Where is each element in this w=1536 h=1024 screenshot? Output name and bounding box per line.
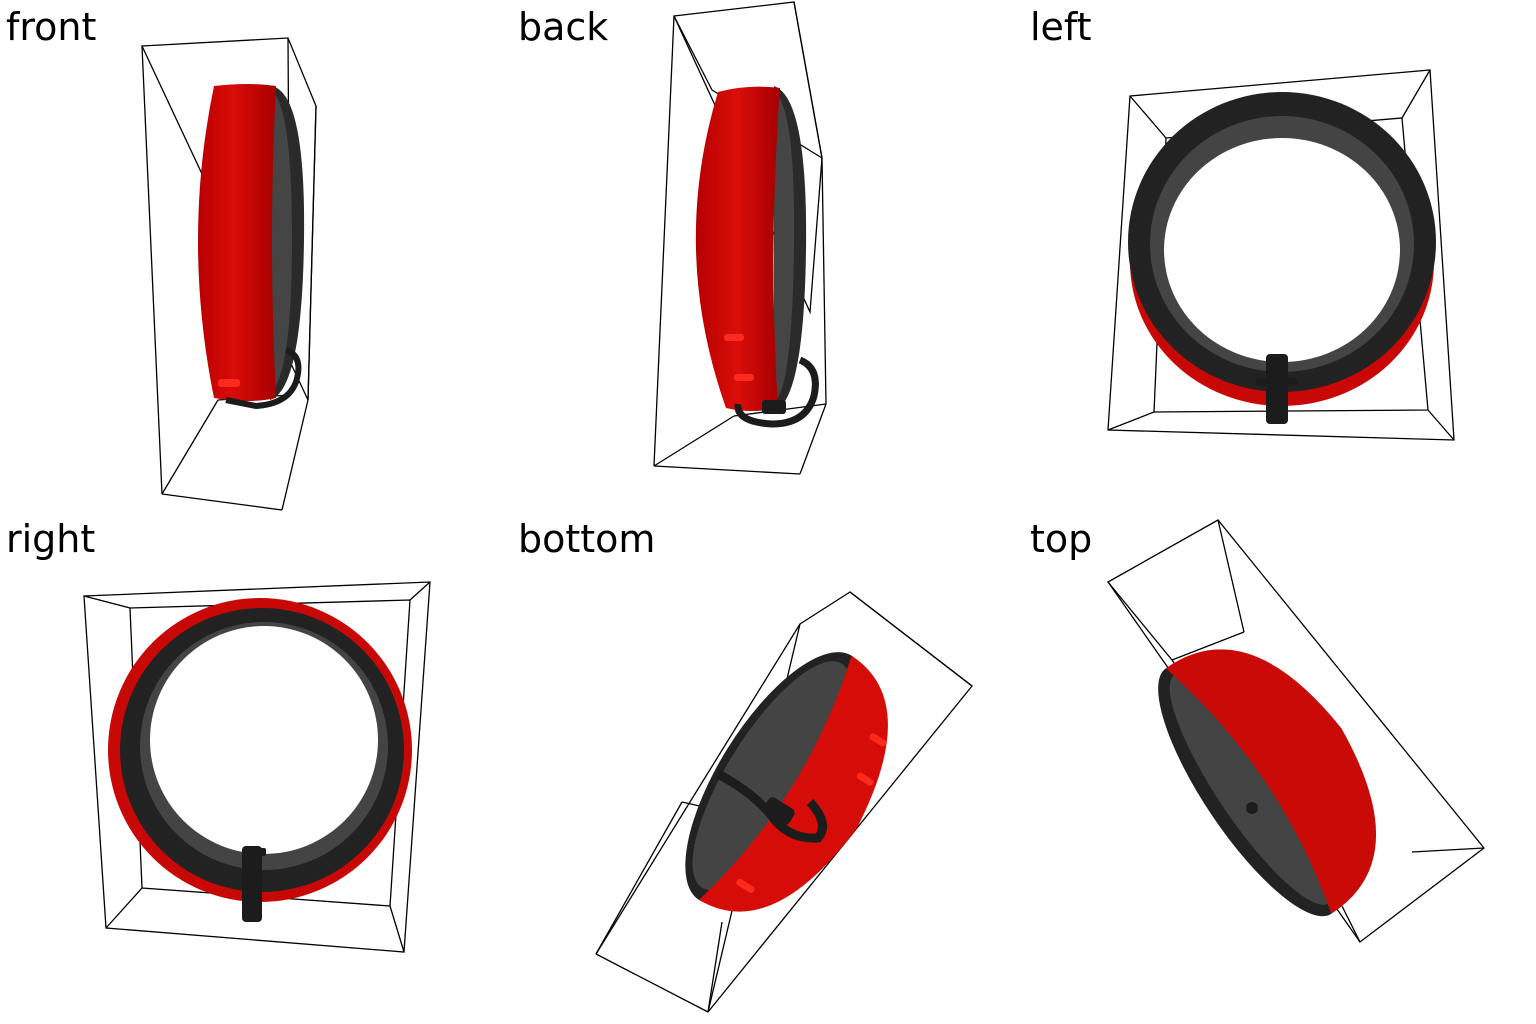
view-label-right: right xyxy=(6,517,96,561)
buckle xyxy=(762,400,786,414)
view-label-back: back xyxy=(518,5,609,49)
bracelet-band xyxy=(695,86,780,412)
bracelet-band xyxy=(198,84,276,401)
band-slot xyxy=(856,772,874,786)
view-top: top xyxy=(1024,512,1536,1024)
right-render xyxy=(83,581,431,953)
view-front: front xyxy=(0,0,512,512)
view-back: back xyxy=(512,0,1024,512)
ring-clip xyxy=(715,770,827,843)
view-label-front: front xyxy=(6,5,97,49)
bracelet-band xyxy=(698,655,888,912)
buckle xyxy=(1246,802,1258,814)
buckle xyxy=(242,846,262,922)
buckle xyxy=(1266,354,1288,424)
band-slot xyxy=(736,878,755,894)
front-render xyxy=(141,37,317,511)
view-label-left: left xyxy=(1030,5,1092,49)
back-render xyxy=(653,1,827,475)
view-left: left xyxy=(1024,0,1536,512)
ring-clip xyxy=(225,347,302,410)
band-slot xyxy=(734,374,754,381)
band-slot xyxy=(218,379,240,387)
ring-clip xyxy=(734,356,819,428)
top-render xyxy=(1107,519,1485,943)
left-render xyxy=(1107,69,1455,441)
view-bottom: bottom xyxy=(512,512,1024,1024)
bottom-render xyxy=(595,591,973,1013)
view-right: right xyxy=(0,512,512,1024)
view-label-top: top xyxy=(1030,517,1093,561)
band-slot xyxy=(869,733,887,747)
view-label-bottom: bottom xyxy=(518,517,656,561)
bracelet-band xyxy=(1165,649,1376,914)
band-slot xyxy=(724,334,744,341)
buckle xyxy=(763,797,795,825)
